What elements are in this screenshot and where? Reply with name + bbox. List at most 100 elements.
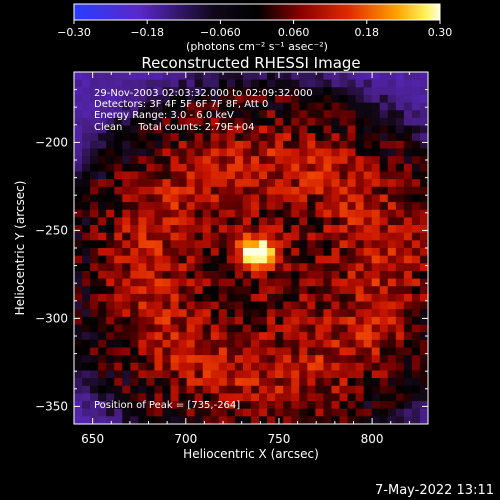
heatmap-cell <box>299 125 308 134</box>
heatmap-cell <box>226 133 236 142</box>
heatmap-cell <box>138 401 148 410</box>
heatmap-cell <box>202 225 212 234</box>
heatmap-cell <box>315 110 325 119</box>
heatmap-cell <box>339 117 349 127</box>
heatmap-cell <box>323 102 333 111</box>
heatmap-cell <box>122 232 131 241</box>
heatmap-cell <box>347 163 357 173</box>
heatmap-cell <box>82 179 91 188</box>
heatmap-cell <box>178 87 188 96</box>
heatmap-cell <box>138 301 148 310</box>
heatmap-cell <box>114 202 123 211</box>
heatmap-cell <box>379 332 389 341</box>
heatmap-cell <box>194 179 204 188</box>
heatmap-cell <box>234 339 244 349</box>
heatmap-cell <box>162 232 172 241</box>
heatmap-cell <box>210 225 220 234</box>
heatmap-cell <box>251 102 260 111</box>
heatmap-cell <box>315 94 325 104</box>
heatmap-cell <box>355 133 365 142</box>
heatmap-cell <box>146 110 156 119</box>
heatmap-cell <box>170 301 180 310</box>
heatmap-cell <box>419 370 428 379</box>
heatmap-cell <box>331 248 341 257</box>
heatmap-cell <box>122 263 131 272</box>
heatmap-cell <box>291 240 300 249</box>
heatmap-cell <box>291 278 300 287</box>
heatmap-cell <box>355 378 365 387</box>
heatmap-cell <box>299 110 308 119</box>
heatmap-cell <box>379 202 389 211</box>
heatmap-cell <box>419 140 428 150</box>
heatmap-cell <box>114 171 123 180</box>
heatmap-cell <box>178 102 188 111</box>
heatmap-cell <box>82 270 91 280</box>
heatmap-cell <box>202 232 212 241</box>
heatmap-cell <box>323 248 333 257</box>
heatmap-cell <box>395 324 405 333</box>
heatmap-cell <box>411 339 421 349</box>
heatmap-cell <box>275 339 284 349</box>
heatmap-cell <box>210 186 220 196</box>
heatmap-cell <box>242 393 252 402</box>
heatmap-cell <box>226 125 236 134</box>
heatmap-cell <box>242 301 252 310</box>
heatmap-cell <box>106 140 115 150</box>
heatmap-cell <box>403 148 413 157</box>
heatmap-cell <box>226 171 236 180</box>
heatmap-cell <box>210 240 220 249</box>
heatmap-cell <box>403 248 413 257</box>
heatmap-cell <box>331 209 341 218</box>
heatmap-cell <box>146 87 156 96</box>
heatmap-cell <box>395 332 405 341</box>
heatmap-cell <box>146 362 156 372</box>
heatmap-cell <box>194 401 204 410</box>
heatmap-cell <box>98 117 107 127</box>
heatmap-cell <box>275 232 284 241</box>
heatmap-cell <box>411 240 421 249</box>
heatmap-cell <box>395 309 405 318</box>
heatmap-cell <box>419 362 428 372</box>
heatmap-cell <box>363 309 373 318</box>
heatmap-cell <box>347 79 357 88</box>
heatmap-cell <box>242 217 252 226</box>
heatmap-cell <box>170 140 180 150</box>
heatmap-cell <box>355 217 365 226</box>
heatmap-cell <box>291 202 300 211</box>
heatmap-cell <box>299 171 308 180</box>
heatmap-cell <box>106 270 115 280</box>
heatmap-cell <box>154 309 164 318</box>
heatmap-cell <box>138 72 148 81</box>
heatmap-cell <box>331 393 341 402</box>
heatmap-cell <box>315 171 325 180</box>
heatmap-cell <box>106 225 115 234</box>
x-axis: 650 700 750 800 <box>73 72 429 446</box>
heatmap-cell <box>170 225 180 234</box>
heatmap-cell <box>419 293 428 303</box>
heatmap-cell <box>355 278 365 287</box>
heatmap-cell <box>259 102 268 111</box>
heatmap-cell <box>218 87 228 96</box>
heatmap-cell <box>162 225 172 234</box>
heatmap-cell <box>82 347 91 356</box>
heatmap-cell <box>154 171 164 180</box>
heatmap-cell <box>138 202 148 211</box>
heatmap-cell <box>202 255 212 264</box>
heatmap-cell <box>82 163 91 173</box>
heatmap-cell <box>379 232 389 241</box>
heatmap-cell <box>162 416 172 424</box>
heatmap-cell <box>259 186 268 196</box>
heatmap-cell <box>307 232 316 241</box>
heatmap-cell <box>178 217 188 226</box>
heatmap-cell <box>299 408 308 417</box>
heatmap-cell <box>114 416 123 424</box>
heatmap-cell <box>130 355 139 364</box>
heatmap-cell <box>106 248 115 257</box>
heatmap-cell <box>419 339 428 349</box>
heatmap-cell <box>299 202 308 211</box>
heatmap-cell <box>323 87 333 96</box>
heatmap-cell <box>283 263 292 272</box>
heatmap-cell <box>122 255 131 264</box>
heatmap-cell <box>154 270 164 280</box>
heatmap-cell <box>411 125 421 134</box>
